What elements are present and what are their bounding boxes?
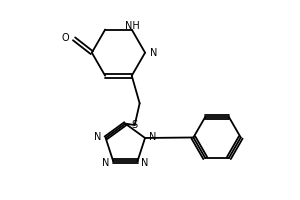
Text: O: O [61,33,69,43]
Text: N: N [150,48,158,58]
Text: NH: NH [125,21,140,31]
Text: N: N [149,132,156,142]
Text: S: S [132,120,138,130]
Text: N: N [94,132,102,142]
Text: N: N [142,158,149,168]
Text: N: N [102,158,109,168]
